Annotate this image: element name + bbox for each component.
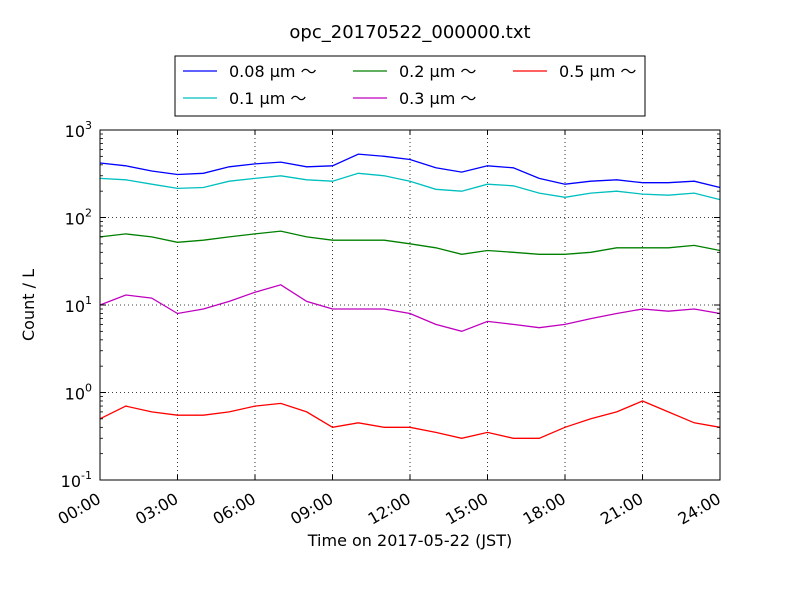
x-tick-label: 12:00 bbox=[365, 489, 414, 529]
legend-label: 0.2 μm ～ bbox=[399, 62, 476, 81]
y-tick-label: 102 bbox=[65, 207, 92, 229]
x-tick-label: 09:00 bbox=[287, 489, 336, 529]
y-tick-label: 103 bbox=[65, 119, 92, 141]
y-tick-label: 100 bbox=[65, 382, 92, 404]
x-tick-label: 24:00 bbox=[675, 489, 724, 529]
series-line-2 bbox=[99, 172, 721, 201]
x-tick-label: 18:00 bbox=[520, 489, 569, 529]
y-tick-label: 101 bbox=[65, 294, 92, 316]
series-line-5 bbox=[99, 400, 721, 439]
x-tick-label: 03:00 bbox=[132, 489, 181, 529]
series-line-4 bbox=[99, 284, 721, 332]
legend-label: 0.08 μm ～ bbox=[229, 62, 317, 81]
legend: 0.08 μm ～ 0.1 μm ～ 0.2 μm ～ 0.3 μm ～ 0.5 μm … bbox=[174, 55, 646, 117]
series-layer bbox=[99, 153, 721, 439]
legend-label: 0.5 μm ～ bbox=[559, 62, 636, 81]
legend-box bbox=[174, 55, 646, 117]
x-tick-label: 15:00 bbox=[442, 489, 491, 529]
legend-label: 0.3 μm ～ bbox=[399, 89, 476, 108]
legend-label: 0.1 μm ～ bbox=[229, 89, 306, 108]
chart-title: opc_20170522_000000.txt bbox=[289, 22, 530, 43]
x-tick-label: 06:00 bbox=[210, 489, 259, 529]
series-line-1 bbox=[99, 153, 721, 189]
y-axis-label: Count / L bbox=[19, 269, 38, 341]
x-tick-label: 21:00 bbox=[597, 489, 646, 529]
grid-lines bbox=[100, 130, 720, 480]
x-tick-label: 00:00 bbox=[55, 489, 104, 529]
y-tick-label: 10-1 bbox=[61, 469, 92, 491]
x-axis-label: Time on 2017-05-22 (JST) bbox=[307, 531, 512, 550]
series-line-3 bbox=[99, 230, 721, 255]
